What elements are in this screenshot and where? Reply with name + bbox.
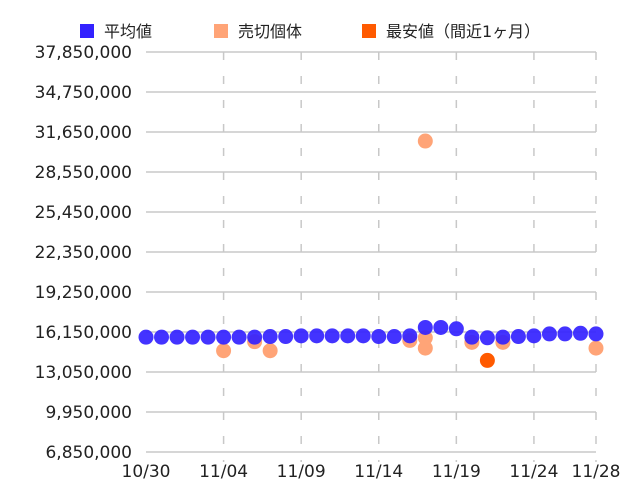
legend-label: 最安値（間近1ヶ月） bbox=[386, 22, 540, 41]
data-point[interactable] bbox=[154, 329, 170, 345]
data-point[interactable] bbox=[293, 328, 309, 344]
data-point[interactable] bbox=[510, 329, 526, 345]
data-point[interactable] bbox=[355, 328, 371, 344]
y-tick-label: 19,250,000 bbox=[35, 283, 132, 303]
data-point[interactable] bbox=[479, 352, 495, 368]
y-tick-label: 31,650,000 bbox=[35, 123, 132, 143]
legend: 平均値 売切個体 最安値（間近1ヶ月） bbox=[80, 22, 540, 41]
y-tick-label: 9,950,000 bbox=[45, 403, 132, 423]
plot-area bbox=[138, 133, 604, 368]
x-tick-label: 11/04 bbox=[199, 462, 248, 482]
data-point[interactable] bbox=[588, 326, 604, 342]
data-point[interactable] bbox=[526, 328, 542, 344]
data-point[interactable] bbox=[417, 340, 433, 356]
y-tick-label: 22,350,000 bbox=[35, 243, 132, 263]
legend-item[interactable]: 売切個体 bbox=[214, 22, 302, 41]
data-point[interactable] bbox=[479, 330, 495, 346]
y-tick-label: 6,850,000 bbox=[45, 443, 132, 463]
data-point[interactable] bbox=[417, 133, 433, 149]
y-axis: 37,850,000 34,750,000 31,650,000 28,550,000… bbox=[35, 43, 132, 463]
data-point[interactable] bbox=[417, 330, 433, 346]
x-tick-label: 11/19 bbox=[432, 462, 481, 482]
data-point[interactable] bbox=[262, 343, 278, 359]
data-point[interactable] bbox=[262, 329, 278, 345]
data-point[interactable] bbox=[231, 329, 247, 345]
data-point[interactable] bbox=[309, 328, 325, 344]
data-point[interactable] bbox=[278, 329, 294, 345]
x-tick-label: 11/28 bbox=[572, 462, 621, 482]
x-tick-label: 11/09 bbox=[277, 462, 326, 482]
data-point[interactable] bbox=[138, 329, 154, 345]
y-tick-label: 13,050,000 bbox=[35, 363, 132, 383]
data-point[interactable] bbox=[216, 343, 232, 359]
y-tick-label: 25,450,000 bbox=[35, 203, 132, 223]
data-point[interactable] bbox=[216, 329, 232, 345]
x-axis: 10/30 11/04 11/09 11/14 11/19 11/24 11/28 bbox=[122, 462, 621, 482]
data-point[interactable] bbox=[169, 329, 185, 345]
data-point[interactable] bbox=[572, 325, 588, 341]
series-2 bbox=[479, 352, 495, 368]
legend-label: 売切個体 bbox=[238, 22, 302, 41]
square-swatch-icon bbox=[362, 24, 376, 38]
data-point[interactable] bbox=[340, 328, 356, 344]
legend-item[interactable]: 最安値（間近1ヶ月） bbox=[362, 22, 540, 41]
y-tick-label: 16,150,000 bbox=[35, 323, 132, 343]
y-tick-label: 37,850,000 bbox=[35, 43, 132, 63]
data-point[interactable] bbox=[247, 329, 263, 345]
data-point[interactable] bbox=[324, 328, 340, 344]
data-point[interactable] bbox=[557, 326, 573, 342]
legend-item[interactable]: 平均値 bbox=[80, 22, 152, 41]
y-tick-label: 28,550,000 bbox=[35, 163, 132, 183]
data-point[interactable] bbox=[200, 329, 216, 345]
data-point[interactable] bbox=[386, 329, 402, 345]
data-point[interactable] bbox=[433, 319, 449, 335]
x-tick-label: 10/30 bbox=[122, 462, 171, 482]
data-point[interactable] bbox=[402, 328, 418, 344]
grid bbox=[146, 51, 597, 462]
x-tick-label: 11/24 bbox=[509, 462, 558, 482]
data-point[interactable] bbox=[588, 340, 604, 356]
series-0 bbox=[138, 319, 604, 346]
y-tick-label: 34,750,000 bbox=[35, 83, 132, 103]
data-point[interactable] bbox=[448, 321, 464, 337]
data-point[interactable] bbox=[495, 329, 511, 345]
square-swatch-icon bbox=[80, 24, 94, 38]
x-tick-label: 11/14 bbox=[354, 462, 403, 482]
legend-label: 平均値 bbox=[104, 22, 152, 41]
series-1 bbox=[216, 133, 604, 359]
data-point[interactable] bbox=[371, 329, 387, 345]
data-point[interactable] bbox=[417, 319, 433, 335]
data-point[interactable] bbox=[464, 329, 480, 345]
square-swatch-icon bbox=[214, 24, 228, 38]
data-point[interactable] bbox=[541, 326, 557, 342]
data-point[interactable] bbox=[185, 329, 201, 345]
